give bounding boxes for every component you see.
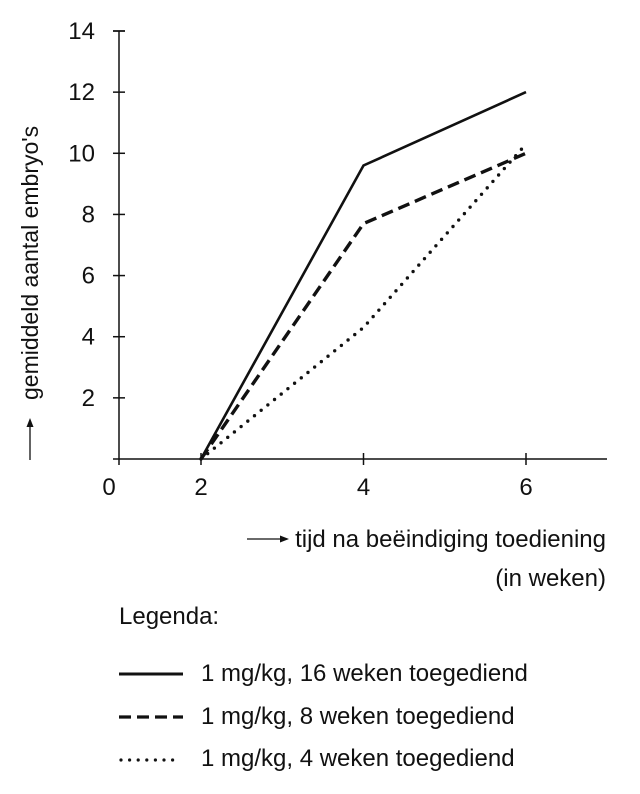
x-tick-label: 4	[357, 474, 370, 501]
y-tick-label: 8	[82, 201, 95, 228]
y-tick-label: 4	[82, 324, 95, 351]
x-tick-label: 2	[194, 474, 207, 501]
series-line-dotted	[199, 142, 528, 461]
series-line-solid	[199, 90, 527, 460]
y-axis-arrowhead-icon	[26, 418, 34, 427]
y-tick-label: 2	[82, 385, 95, 412]
x-tick-label: 6	[519, 474, 532, 501]
series-line-dashed	[199, 151, 527, 460]
y-axis-label: gemiddeld aantal embryo's	[17, 126, 43, 400]
legend-item-8-weeks: 1 mg/kg, 8 weken toegediend	[119, 703, 515, 731]
y-tick-label: 6	[82, 263, 95, 290]
legend-title: Legenda:	[119, 603, 220, 630]
legend-item-16-weeks: 1 mg/kg, 16 weken toegediend	[119, 660, 528, 688]
y-tick-label: 12	[68, 79, 95, 106]
solid-line-swatch-icon	[119, 672, 183, 676]
legend-label: 1 mg/kg, 8 weken toegediend	[201, 703, 515, 730]
x-tick-label: 0	[102, 474, 115, 501]
series-lines	[199, 90, 528, 461]
y-axis-title: gemiddeld aantal embryo's	[17, 126, 43, 460]
x-axis-arrow-icon	[247, 535, 290, 543]
x-axis-label-line2: (in weken)	[495, 565, 606, 592]
x-axis: 0 2 4 6	[102, 453, 607, 501]
y-tick-label: 10	[68, 140, 95, 167]
legend-label: 1 mg/kg, 16 weken toegediend	[201, 660, 528, 687]
x-axis-label-line1: tijd na beëindiging toediening	[295, 526, 606, 553]
legend-item-4-weeks: 1 mg/kg, 4 weken toegediend	[119, 745, 515, 773]
dotted-line-swatch-icon	[119, 758, 183, 762]
legend-label: 1 mg/kg, 4 weken toegediend	[201, 745, 515, 772]
y-tick-label: 14	[68, 18, 95, 45]
y-axis: 2 4 6 8 10 12 14	[68, 18, 125, 465]
line-chart: 2 4 6 8 10 12 14 0 2 4 6 gemiddeld aantal embryo'…	[17, 18, 607, 501]
dashed-line-swatch-icon	[119, 715, 183, 719]
